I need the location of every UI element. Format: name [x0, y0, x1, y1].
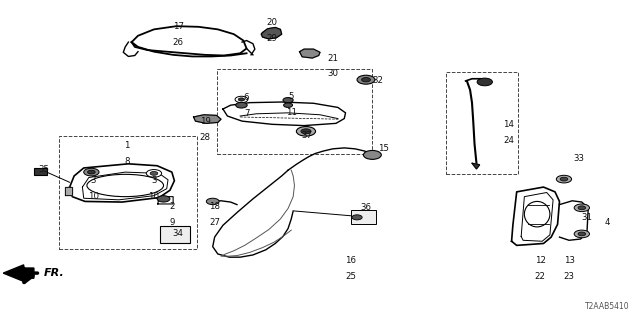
Polygon shape — [65, 187, 72, 195]
Text: 9: 9 — [169, 218, 175, 227]
Text: 19: 19 — [200, 117, 211, 126]
Text: 14: 14 — [503, 120, 514, 130]
Text: 12: 12 — [535, 256, 546, 265]
FancyArrow shape — [3, 265, 34, 281]
Text: 10: 10 — [88, 192, 99, 201]
Circle shape — [157, 196, 170, 202]
Circle shape — [296, 126, 316, 136]
Text: 24: 24 — [503, 136, 514, 145]
Polygon shape — [261, 28, 282, 39]
Text: 21: 21 — [327, 53, 339, 62]
Circle shape — [238, 98, 244, 101]
Text: 5: 5 — [289, 92, 294, 101]
Circle shape — [236, 102, 247, 108]
Text: 33: 33 — [573, 154, 584, 163]
Text: 20: 20 — [267, 19, 278, 28]
Text: 8: 8 — [124, 157, 130, 166]
Bar — [447, 72, 518, 174]
Circle shape — [235, 96, 248, 103]
Text: 7: 7 — [244, 109, 250, 118]
Text: 3: 3 — [151, 176, 157, 185]
Text: 26: 26 — [173, 38, 184, 47]
Text: 2: 2 — [169, 202, 175, 211]
Text: 37: 37 — [301, 131, 313, 140]
Text: 13: 13 — [564, 256, 575, 265]
Polygon shape — [472, 163, 479, 169]
Circle shape — [283, 98, 293, 103]
Text: 35: 35 — [38, 165, 50, 174]
Text: 28: 28 — [200, 133, 211, 142]
Circle shape — [574, 230, 589, 238]
Text: 32: 32 — [372, 76, 383, 85]
Polygon shape — [193, 115, 221, 123]
Text: 1: 1 — [124, 141, 130, 150]
Circle shape — [477, 78, 492, 86]
Bar — [34, 168, 47, 175]
Circle shape — [556, 175, 572, 183]
Circle shape — [84, 168, 99, 176]
Text: 10: 10 — [148, 192, 159, 201]
Circle shape — [364, 150, 381, 159]
Circle shape — [578, 206, 586, 210]
Bar — [60, 136, 197, 249]
Text: 34: 34 — [173, 229, 184, 238]
Bar — [351, 210, 376, 224]
Circle shape — [206, 198, 219, 204]
Text: T2AAB5410: T2AAB5410 — [585, 302, 630, 311]
Circle shape — [301, 129, 311, 134]
Circle shape — [560, 177, 568, 181]
Circle shape — [284, 103, 292, 108]
Text: 23: 23 — [564, 272, 575, 281]
Text: 31: 31 — [581, 213, 593, 222]
Text: 11: 11 — [286, 108, 297, 117]
Circle shape — [147, 170, 162, 177]
Bar — [161, 226, 189, 244]
Bar — [216, 69, 372, 154]
Text: 17: 17 — [173, 22, 184, 31]
Text: 36: 36 — [360, 203, 371, 212]
Text: 27: 27 — [209, 218, 220, 227]
Text: 29: 29 — [267, 35, 278, 44]
Polygon shape — [300, 49, 320, 58]
Text: 30: 30 — [327, 69, 339, 78]
Circle shape — [578, 232, 586, 236]
Text: 16: 16 — [345, 256, 356, 265]
Circle shape — [88, 170, 95, 174]
Circle shape — [150, 172, 158, 175]
Circle shape — [352, 215, 362, 220]
Text: 6: 6 — [244, 93, 250, 102]
Circle shape — [362, 77, 371, 82]
Text: 22: 22 — [535, 272, 546, 281]
Circle shape — [357, 75, 375, 84]
Circle shape — [574, 204, 589, 212]
Text: 4: 4 — [605, 218, 610, 227]
Text: FR.: FR. — [44, 268, 64, 278]
Text: 3: 3 — [90, 176, 96, 185]
Text: 18: 18 — [209, 202, 220, 211]
Text: 25: 25 — [345, 272, 356, 281]
Text: 15: 15 — [378, 144, 389, 153]
